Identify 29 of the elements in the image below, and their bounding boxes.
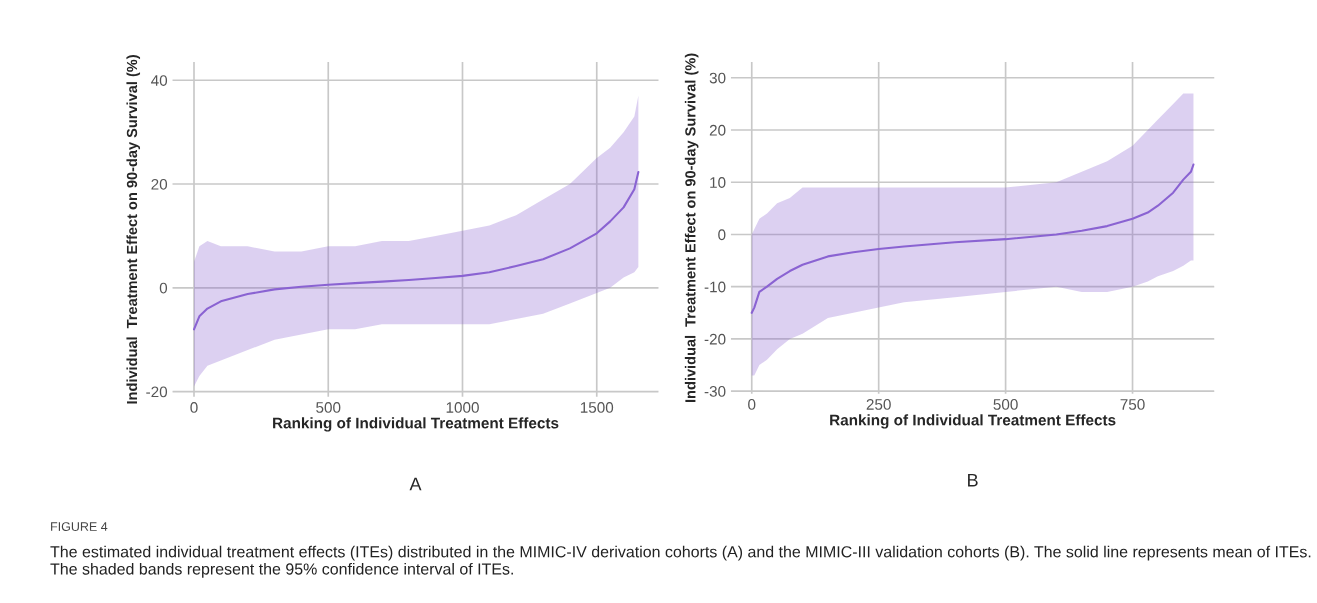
x-axis-title: Ranking of Individual Treatment Effects xyxy=(830,414,1116,429)
y-tick-label: 40 xyxy=(151,75,168,86)
caption: FIGURE 4 xyxy=(51,522,108,531)
x-tick-label: 1500 xyxy=(580,402,614,413)
y-tick-label: 10 xyxy=(710,177,726,188)
y-tick-label: -20 xyxy=(704,333,726,345)
y-axis-title: Individual Treatment Effect on 90-day Survival (%) xyxy=(126,55,141,404)
y-tick-label: 0 xyxy=(718,229,726,241)
text: B xyxy=(968,474,978,487)
y-tick-label: 20 xyxy=(151,178,168,190)
y-axis-title: Individual Treatment Effect on 90-day Survival (%) xyxy=(684,53,699,402)
text: The estimated individual treatment effects (ITEs) distributed in the MIMIC-IV derivation cohorts (A) and the MIMIC-III validation cohorts (B). The solid line represents mean of ITEs. The shaded bands represent the 95% confidence interval of ITEs. xyxy=(50,545,1311,578)
x-tick-label: 0 xyxy=(190,402,198,413)
line-series xyxy=(750,163,1195,314)
x-tick-label: 500 xyxy=(316,402,341,413)
line-series xyxy=(192,171,640,331)
y-tick-label: -20 xyxy=(146,386,168,398)
x-tick-label: 0 xyxy=(748,399,756,410)
x-axis-title: Ranking of Individual Treatment Effects xyxy=(273,417,559,432)
y-tick-label: 20 xyxy=(709,124,726,136)
y-tick-label: 30 xyxy=(709,72,726,84)
y-tick-label: 0 xyxy=(159,282,168,294)
x-tick-label: 500 xyxy=(993,399,1018,410)
text: A xyxy=(409,477,422,491)
y-tick-label: -10 xyxy=(704,281,726,293)
y-tick-label: -30 xyxy=(704,386,726,397)
x-tick-label: 250 xyxy=(866,399,891,410)
x-tick-label: 750 xyxy=(1120,399,1145,410)
x-tick-label: 1000 xyxy=(446,402,479,413)
